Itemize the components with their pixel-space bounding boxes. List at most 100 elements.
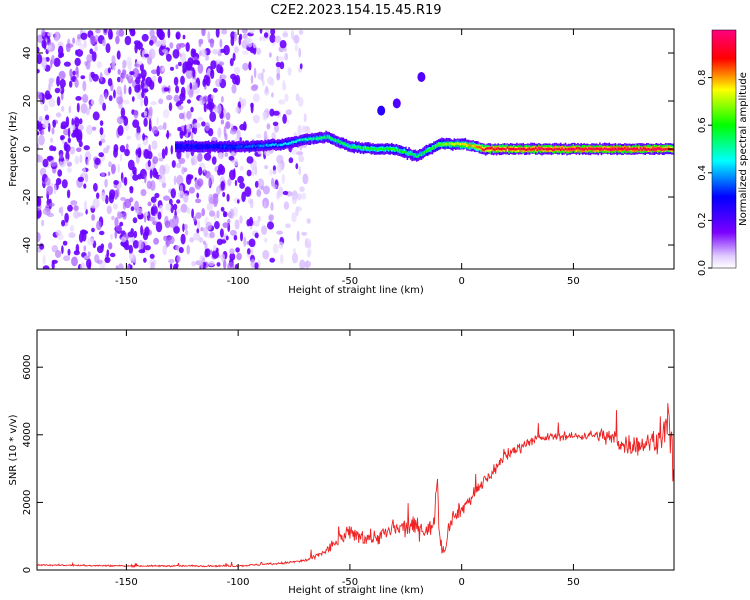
noise-speckle [303,113,307,123]
snr-y-tick-label: 6000 [22,354,33,379]
signal-ridge-cell [486,147,488,150]
noise-speckle [150,206,155,216]
signal-ridge-cell [394,148,396,151]
noise-speckle [107,78,113,87]
noise-speckle [124,148,130,157]
noise-speckle [162,49,168,54]
noise-speckle [252,42,257,49]
noise-speckle [220,239,227,244]
signal-ridge-cell [534,146,537,150]
noise-speckle [235,106,240,114]
noise-speckle [291,252,299,264]
noise-speckle [134,43,138,54]
noise-speckle [80,75,86,80]
noise-speckle [180,203,188,213]
noise-speckle [225,121,231,129]
signal-ridge-cell [178,144,180,147]
signal-ridge-cell [657,147,659,150]
signal-ridge-cell [555,147,557,151]
signal-ridge-cell [448,142,451,148]
noise-speckle [41,29,46,37]
noise-speckle [67,248,71,256]
signal-ridge-cell [373,147,376,150]
snr-x-axis-label: Height of straight line (km) [288,585,424,596]
noise-speckle [111,215,115,221]
noise-speckle [40,129,45,136]
signal-ridge-cell [660,147,662,151]
noise-speckle [38,116,43,122]
noise-speckle [92,111,100,121]
signal-ridge-cell [530,148,532,151]
noise-speckle [149,169,153,179]
signal-ridge-cell [334,139,337,142]
signal-ridge-cell [536,148,539,151]
noise-speckle [130,206,135,212]
noise-speckle [197,219,201,231]
noise-speckle [186,207,191,214]
noise-speckle [99,263,105,269]
noise-speckle [91,214,95,221]
noise-speckle [299,186,305,192]
signal-ridge-cell [453,143,456,146]
noise-speckle [169,263,173,269]
noise-speckle [142,133,146,141]
noise-speckle [43,104,49,112]
signal-ridge-cell [314,137,316,140]
noise-speckle [178,247,184,254]
noise-speckle [190,131,194,141]
noise-speckle [188,88,194,98]
noise-speckle [173,175,177,186]
noise-speckle [61,179,68,189]
noise-speckle [155,40,162,47]
noise-speckle [177,190,185,199]
noise-speckle [116,85,122,95]
noise-speckle [46,44,52,51]
noise-speckle [304,238,312,249]
noise-speckle [117,76,121,83]
signal-ridge-cell [245,145,248,148]
signal-ridge-cell [417,154,420,157]
signal-ridge-cell [233,145,235,148]
noise-speckle [250,103,254,114]
noise-speckle [230,73,237,80]
noise-speckle [172,49,180,59]
noise-speckle [68,105,72,114]
noise-speckle [261,225,268,236]
noise-speckle [115,265,119,269]
signal-ridge-cell [203,145,205,148]
signal-ridge-cell [627,147,629,151]
noise-speckle [263,201,267,209]
spectrogram-y-tick-label: -20 [22,189,33,205]
signal-ridge-cell [358,145,360,148]
noise-speckle [213,197,218,208]
signal-ridge-cell [434,144,437,148]
noise-speckle [71,132,77,138]
signal-ridge-cell [652,148,654,151]
noise-speckle [178,105,184,111]
signal-ridge-cell [378,147,381,151]
noise-speckle [117,125,124,136]
noise-speckle [140,79,145,90]
signal-ridge-cell [624,147,626,150]
noise-speckle [209,38,215,48]
signal-ridge-cell [513,147,515,150]
signal-ridge-cell [592,147,595,151]
signal-ridge-cell [323,136,326,139]
noise-speckle [169,42,174,49]
noise-speckle [120,236,127,243]
noise-speckle [189,237,195,243]
signal-ridge-cell [423,151,426,154]
noise-speckle [74,78,79,88]
signal-ridge-cell [547,147,549,151]
signal-ridge-cell [444,143,446,146]
spectrogram-panel: -150 -100 -50 0 50 -40 -20 0 20 40 Height of str… [8,28,675,296]
signal-ridge-cell [599,148,601,151]
noise-speckle [80,229,87,235]
signal-ridge-cell [298,138,301,142]
noise-speckle [39,243,45,250]
noise-speckle [176,174,184,186]
spectrogram-y-tick-label: -40 [22,237,33,253]
signal-ridge-cell [442,143,445,146]
signal-ridge-cell [267,144,269,147]
noise-speckle [262,185,270,195]
